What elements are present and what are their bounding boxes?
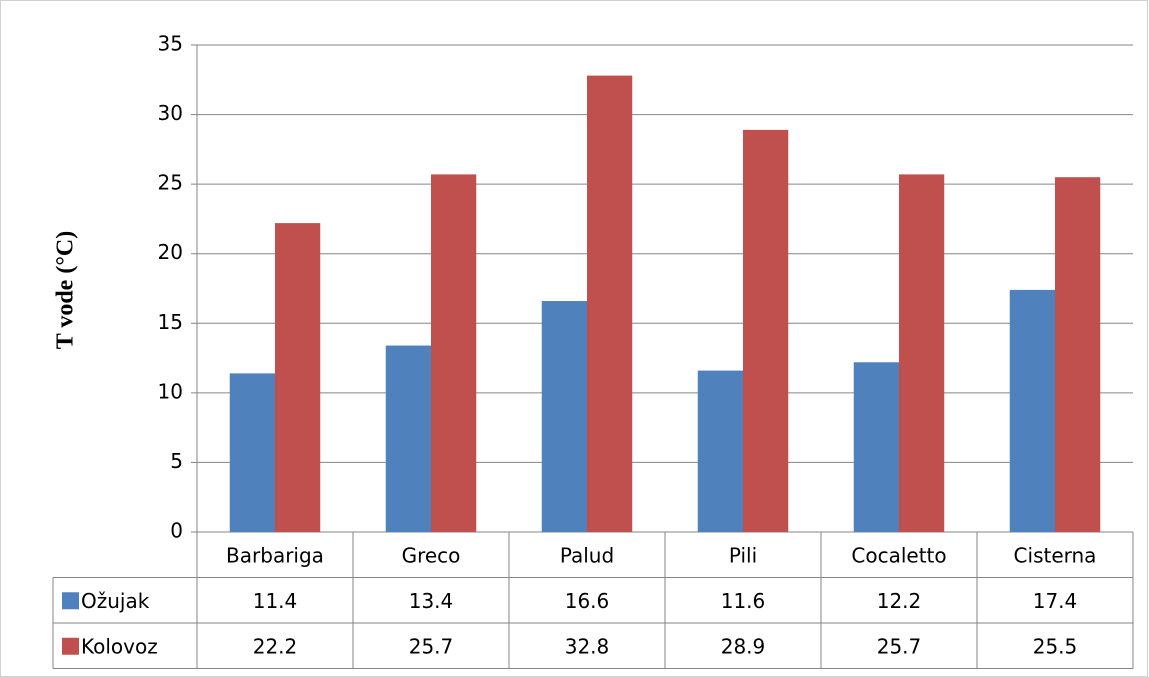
y-tick-label: 35 xyxy=(158,32,183,56)
bar xyxy=(1009,289,1055,532)
y-tick-label: 0 xyxy=(170,519,183,543)
bar xyxy=(587,75,633,533)
x-tick-label: Barbariga xyxy=(226,543,324,567)
table-value: 28.9 xyxy=(721,634,766,658)
x-tick-label: Pili xyxy=(729,543,757,567)
y-axis-title: T vode (°C) xyxy=(53,231,79,350)
y-tick-label: 15 xyxy=(158,310,183,334)
bar xyxy=(385,345,431,532)
legend-key xyxy=(62,592,79,610)
table-value: 22.2 xyxy=(253,634,298,658)
x-tick-label: Palud xyxy=(560,543,614,567)
legend-key xyxy=(62,637,79,655)
table-value: 25.7 xyxy=(877,634,922,658)
table-value: 25.5 xyxy=(1033,634,1078,658)
table-value: 12.2 xyxy=(877,589,922,613)
bar xyxy=(229,373,275,532)
bar xyxy=(853,362,899,532)
y-tick-label: 30 xyxy=(158,101,183,125)
bar xyxy=(1055,177,1101,532)
x-tick-label: Cisterna xyxy=(1014,543,1097,567)
table-value: 13.4 xyxy=(409,589,454,613)
legend-label: Kolovoz xyxy=(81,634,158,658)
bar xyxy=(743,129,789,532)
y-tick-label: 5 xyxy=(170,449,183,473)
bar xyxy=(697,370,743,532)
bar xyxy=(899,174,945,532)
y-tick-label: 20 xyxy=(158,240,183,264)
x-tick-label: Cocaletto xyxy=(851,543,946,567)
table-value: 11.4 xyxy=(253,589,298,613)
table-value: 11.6 xyxy=(721,589,766,613)
y-tick-label: 10 xyxy=(158,379,183,403)
x-tick-label: Greco xyxy=(402,543,461,567)
bar xyxy=(275,223,321,533)
bar xyxy=(541,301,587,532)
bar xyxy=(431,174,477,532)
y-tick-label: 25 xyxy=(158,171,183,195)
table-value: 25.7 xyxy=(409,634,454,658)
table-value: 17.4 xyxy=(1033,589,1078,613)
legend-label: Ožujak xyxy=(81,589,150,613)
table-value: 32.8 xyxy=(565,634,610,658)
table-value: 16.6 xyxy=(565,589,610,613)
